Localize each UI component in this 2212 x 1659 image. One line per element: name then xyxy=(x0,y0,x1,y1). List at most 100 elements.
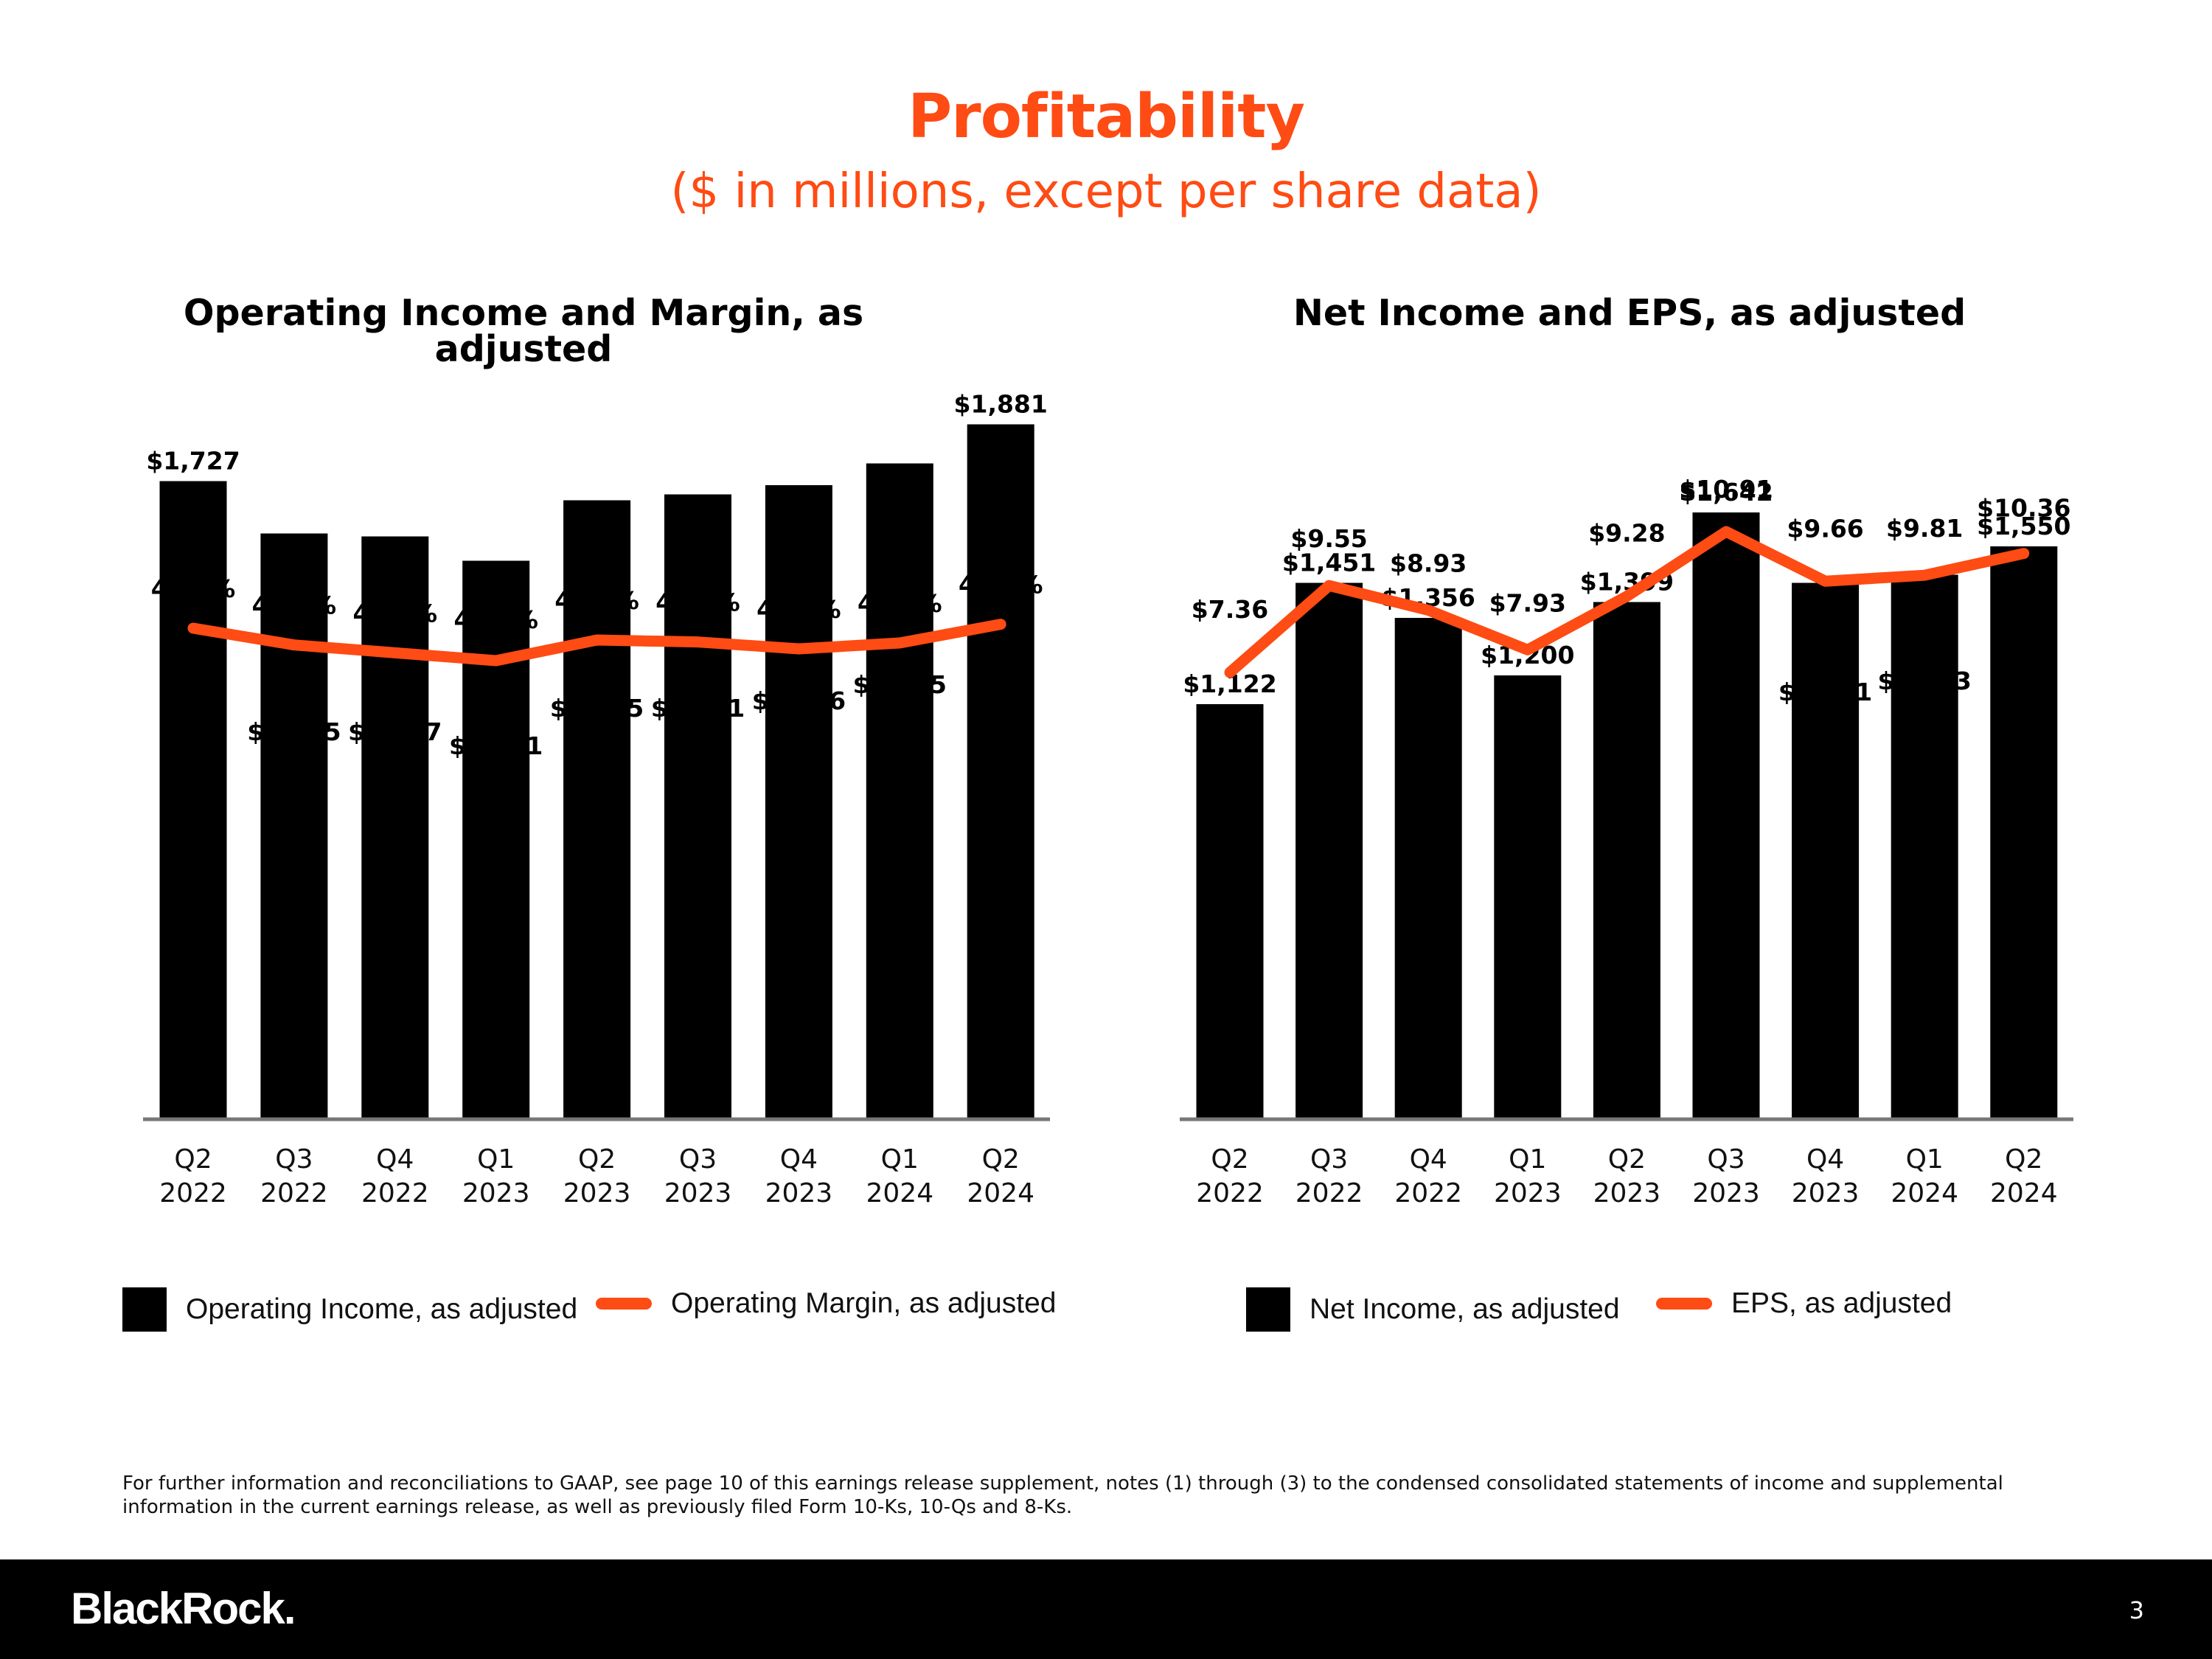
x-tick-label: Q1 xyxy=(881,1144,919,1175)
bar-value-label: $1,881 xyxy=(954,390,1048,419)
bar xyxy=(1196,704,1264,1118)
legend-label: Operating Margin, as adjusted xyxy=(671,1287,1057,1319)
x-tick-label: Q3 xyxy=(679,1144,717,1175)
legend-net-income: Net Income, as adjusted xyxy=(1246,1287,1620,1332)
legend-operating-income: Operating Income, as adjusted xyxy=(122,1287,577,1332)
x-tick-label: 2024 xyxy=(866,1178,933,1208)
bar xyxy=(1692,512,1760,1118)
bar-value-label: $1,511 xyxy=(449,731,543,760)
legend-label: Operating Income, as adjusted xyxy=(186,1293,578,1325)
bar xyxy=(260,533,328,1118)
bar xyxy=(1891,574,1958,1118)
bar xyxy=(1990,546,2058,1118)
bar xyxy=(1792,582,1860,1118)
line-value-label: $10.91 xyxy=(1679,475,1773,504)
x-tick-label: Q4 xyxy=(376,1144,414,1175)
bar-value-label: $1,642 xyxy=(1679,478,1773,507)
x-tick-label: Q4 xyxy=(1806,1144,1844,1175)
x-tick-label: Q3 xyxy=(1707,1144,1745,1175)
x-tick-label: 2024 xyxy=(1891,1178,1958,1208)
x-tick-label: 2023 xyxy=(765,1178,833,1208)
x-tick-label: 2023 xyxy=(1494,1178,1562,1208)
bar-value-label: $1,451 xyxy=(1282,549,1376,577)
page-subtitle: ($ in millions, except per share data) xyxy=(670,164,1542,219)
page-title: Profitability xyxy=(908,82,1305,152)
x-tick-label: Q2 xyxy=(1211,1144,1248,1175)
legend-operating-margin: Operating Margin, as adjusted xyxy=(596,1287,1056,1320)
legend-label: Net Income, as adjusted xyxy=(1310,1293,1620,1325)
line-value-label: $9.28 xyxy=(1588,519,1665,548)
line-value-label: 40.4% xyxy=(453,605,538,634)
legend-bar-swatch xyxy=(122,1287,167,1332)
line-series xyxy=(187,619,1006,667)
line-value-label: $9.66 xyxy=(1787,514,1863,543)
footer-bar: BlackRock. 3 xyxy=(0,1559,2212,1659)
x-tick-label: Q1 xyxy=(1906,1144,1944,1175)
line-series xyxy=(1224,526,2030,678)
footnote: For further information and reconciliati… xyxy=(122,1472,2003,1518)
bar xyxy=(967,424,1034,1118)
page-number: 3 xyxy=(2129,1596,2144,1624)
bar-value-label: $1,577 xyxy=(348,717,442,746)
bar xyxy=(563,500,631,1118)
line-value-label: 43.7% xyxy=(151,574,236,603)
line-value-label: $8.93 xyxy=(1390,549,1467,578)
bar xyxy=(866,463,933,1118)
x-tick-label: 2022 xyxy=(1295,1178,1363,1208)
x-tick-label: Q2 xyxy=(982,1144,1020,1175)
x-tick-label: 2022 xyxy=(361,1178,429,1208)
x-tick-label: 2023 xyxy=(563,1178,631,1208)
bar-value-label: $1,716 xyxy=(752,686,846,715)
bar-value-label: $1,550 xyxy=(1977,512,2070,540)
legend-label: EPS, as adjusted xyxy=(1731,1287,1952,1319)
bar-value-label: $1,473 xyxy=(1878,667,1972,695)
line-value-label: $9.81 xyxy=(1886,514,1963,543)
x-tick-label: Q2 xyxy=(1608,1144,1646,1175)
x-tick-label: Q2 xyxy=(2005,1144,2042,1175)
line-value-label: $9.55 xyxy=(1290,524,1367,553)
bar-value-label: $1,727 xyxy=(146,447,240,476)
line-value-label: 41.2% xyxy=(353,599,438,627)
bar-value-label: $1,585 xyxy=(247,717,341,746)
x-tick-label: Q2 xyxy=(578,1144,616,1175)
x-tick-label: 2022 xyxy=(1196,1178,1264,1208)
x-tick-label: 2024 xyxy=(967,1178,1034,1208)
bar-value-label: $1,451 xyxy=(1778,678,1872,706)
bar xyxy=(159,481,227,1118)
x-tick-label: 2022 xyxy=(1394,1178,1462,1208)
line-value-label: $10.36 xyxy=(1977,494,2070,523)
x-tick-label: Q1 xyxy=(1509,1144,1546,1175)
x-tick-label: 2023 xyxy=(1593,1178,1661,1208)
x-tick-label: 2024 xyxy=(1990,1178,2058,1208)
line-value-label: 44.1% xyxy=(959,571,1043,599)
bar xyxy=(1394,618,1462,1118)
x-tick-label: Q4 xyxy=(780,1144,818,1175)
x-tick-label: Q1 xyxy=(477,1144,515,1175)
x-tick-label: 2023 xyxy=(664,1178,732,1208)
blackrock-logo: BlackRock. xyxy=(71,1584,296,1633)
operating-income-chart-title: Operating Income and Margin, as adjusted xyxy=(183,292,864,370)
legend-bar-swatch xyxy=(1246,1287,1290,1332)
line-value-label: 42.2% xyxy=(858,589,942,618)
x-tick-label: 2022 xyxy=(260,1178,328,1208)
bar xyxy=(1494,675,1562,1118)
legend-eps: EPS, as adjusted xyxy=(1656,1287,1952,1320)
line-value-label: 41.6% xyxy=(757,595,841,624)
bar-value-label: $1,691 xyxy=(651,694,745,723)
line-value-label: 42.3% xyxy=(655,588,740,617)
x-tick-label: Q4 xyxy=(1410,1144,1447,1175)
legend-line-swatch xyxy=(1656,1298,1712,1310)
x-tick-label: 2023 xyxy=(1692,1178,1760,1208)
x-tick-label: 2023 xyxy=(462,1178,530,1208)
bar xyxy=(765,485,832,1118)
bar-value-label: $1,775 xyxy=(853,670,947,699)
legend-line-swatch xyxy=(596,1298,652,1310)
x-tick-label: Q3 xyxy=(275,1144,313,1175)
line-value-label: $7.93 xyxy=(1489,588,1566,617)
bar-value-label: $1,675 xyxy=(550,694,644,723)
bar xyxy=(1295,582,1363,1118)
line-value-label: $7.36 xyxy=(1192,595,1268,624)
x-tick-label: Q2 xyxy=(174,1144,212,1175)
net-income-chart-title: Net Income and EPS, as adjusted xyxy=(1293,292,1966,334)
